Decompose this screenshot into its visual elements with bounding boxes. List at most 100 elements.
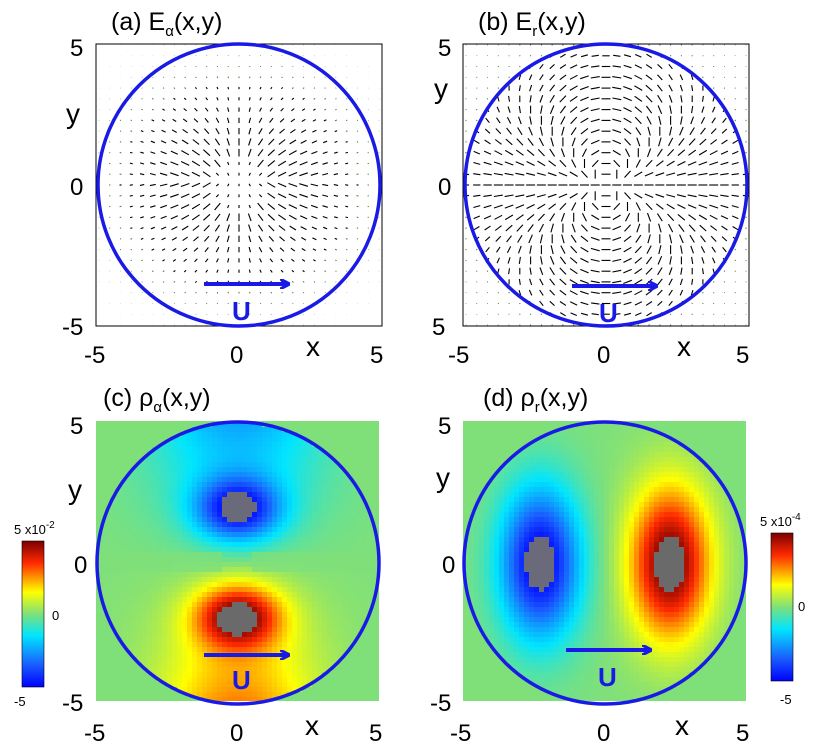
quiver-arrow [483,173,492,176]
quiver-arrow [227,258,230,263]
heatmap-cell [117,567,123,573]
heatmap-cell [342,502,348,508]
heatmap-cell [152,452,158,458]
heatmap-cell [227,697,233,701]
heatmap-cell [257,597,263,603]
heatmap-cell [157,622,163,628]
heatmap-cell [317,667,323,673]
heatmap-cell [372,632,378,638]
heatmap-cell [307,507,313,513]
quiver-arrow [269,107,274,112]
quiver-arrow [612,214,621,221]
heatmap-cell [147,702,153,708]
heatmap-cell [167,657,173,663]
heatmap-cell [267,692,273,698]
heatmap-cell [102,577,108,583]
quiver-arrow [668,223,674,233]
heatmap-cell [142,612,148,618]
heatmap-cell [222,622,228,628]
heatmap-cell [112,657,118,663]
quiver-arrow [269,258,274,263]
heatmap-cell [222,542,228,548]
quiver-arrow [226,148,231,157]
heatmap-cell [272,432,278,438]
heatmap-cell [197,517,203,523]
heatmap-cell [347,622,353,628]
heatmap-cell [307,692,313,698]
heatmap-cell [287,577,293,583]
heatmap-cell [97,622,103,628]
heatmap-cell [312,507,318,513]
heatmap-cell [192,687,198,693]
heatmap-cell [217,597,223,603]
quiver-arrow [559,95,567,103]
heatmap-cell [152,457,158,463]
heatmap-cell [157,702,163,708]
heatmap-cell [302,702,308,708]
heatmap-cell [207,622,213,628]
heatmap-cell [222,612,228,618]
heatmap-cell [347,421,353,423]
heatmap-cell [182,422,188,428]
heatmap-cell [102,642,108,648]
heatmap-cell [217,577,223,583]
heatmap-cell [152,547,158,553]
heatmap-cell [142,647,148,653]
heatmap-cell [332,427,338,433]
heatmap-cell [167,707,173,713]
heatmap-cell [362,552,368,558]
heatmap-cell [237,492,243,498]
heatmap-cell [302,442,308,448]
heatmap-cell [267,582,273,588]
heatmap-cell [362,487,368,493]
quiver-arrow [635,127,642,136]
heatmap-cell [207,527,213,533]
heatmap-cell [97,707,103,713]
heatmap-cell [97,487,103,493]
quiver-arrow [130,227,133,229]
heatmap-cell [212,677,218,683]
heatmap-cell [237,562,243,568]
heatmap-cell [322,427,328,433]
heatmap-cell [247,657,253,663]
heatmap-cell [302,522,308,528]
heatmap-cell [297,502,303,508]
quiver-arrow [169,183,179,187]
heatmap-cell [102,421,108,423]
heatmap-cell [332,572,338,578]
heatmap-cell [267,522,273,528]
quiver-arrow [288,182,298,188]
heatmap-cell [357,482,363,488]
heatmap-cell [242,672,248,678]
quiver-arrow [141,270,143,272]
heatmap-cell [237,437,243,443]
heatmap-cell [362,677,368,683]
heatmap-cell [277,627,283,633]
quiver-arrow [635,159,641,168]
quiver-arrow [612,129,622,134]
quiver-arrow [623,312,632,316]
heatmap-cell [137,657,143,663]
heatmap-cell [247,447,253,453]
heatmap-cell [162,472,168,478]
heatmap-cell [217,587,223,593]
heatmap-cell [167,432,173,438]
heatmap-cell [212,697,218,701]
heatmap-cell [352,422,358,428]
heatmap-cell [367,632,373,638]
heatmap-cell [102,507,108,513]
heatmap-cell [102,652,108,658]
quiver-arrow [483,194,492,197]
heatmap-cell [332,557,338,563]
heatmap-cell [322,587,328,593]
heatmap-cell [362,452,368,458]
heatmap-cell [322,552,328,558]
quiver-arrow [289,225,297,231]
heatmap-cell [147,617,153,623]
panel-c-arrow-label: U [232,665,251,695]
quiver-arrow [184,87,187,90]
heatmap-cell [282,702,288,708]
quiver-arrow [345,162,349,165]
heatmap-cell [162,612,168,618]
heatmap-cell [137,462,143,468]
